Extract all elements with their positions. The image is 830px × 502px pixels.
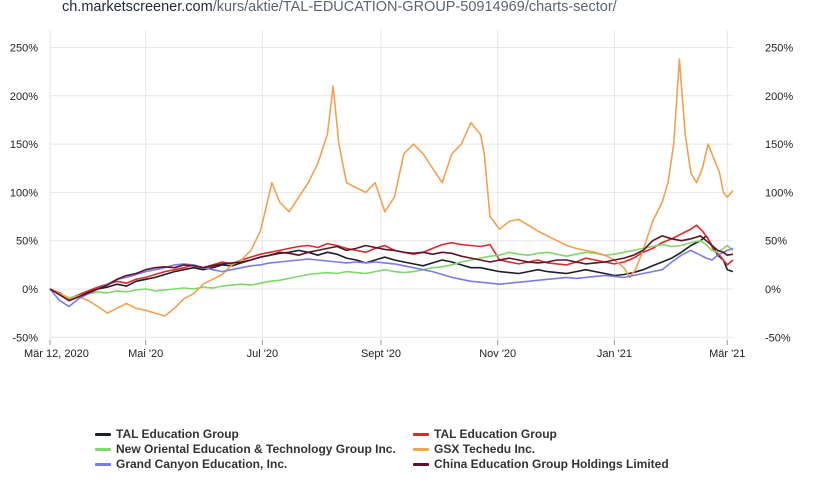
sector-comparison-chart: 250% 250% 200% 200% 150% 150% 100% 100% 50% 50% 0%… — [10, 30, 793, 361]
y-tick-left: 200% — [10, 91, 38, 103]
x-tick-label: Jul '20 — [247, 348, 278, 360]
legend-swatch — [413, 447, 429, 451]
y-tick-right: 100% — [765, 187, 793, 199]
x-tick-label: Mär 12, 2020 — [24, 348, 89, 360]
legend-label: China Education Group Holdings Limited — [434, 457, 669, 471]
legend-label: TAL Education Group — [434, 427, 557, 441]
series-line — [49, 224, 734, 300]
y-tick-left: 50% — [16, 236, 38, 248]
y-tick-right: 150% — [765, 139, 793, 151]
legend-label: GSX Techedu Inc. — [434, 442, 536, 456]
legend-item[interactable]: TAL Education Group — [95, 427, 239, 441]
y-tick-left: 100% — [10, 187, 38, 199]
legend-item[interactable]: China Education Group Holdings Limited — [413, 457, 669, 471]
x-tick-label: Mär '21 — [709, 348, 745, 360]
legend-swatch — [413, 462, 429, 466]
y-tick-right: 200% — [765, 91, 793, 103]
series-line — [49, 58, 734, 317]
x-tick-label: Nov '20 — [479, 348, 516, 360]
x-tick-label: Mai '20 — [128, 348, 163, 360]
legend-label: New Oriental Education & Technology Grou… — [116, 442, 396, 456]
legend-swatch — [413, 432, 429, 436]
legend-swatch — [95, 432, 111, 436]
legend-swatch — [95, 447, 111, 451]
y-tick-right: -50% — [765, 332, 791, 344]
legend-swatch — [95, 462, 111, 466]
legend-label: TAL Education Group — [116, 427, 239, 441]
legend-item[interactable]: TAL Education Group — [413, 427, 557, 441]
url-path: /kurs/aktie/TAL-EDUCATION-GROUP-50914969… — [212, 0, 617, 15]
legend-item[interactable]: New Oriental Education & Technology Grou… — [95, 442, 396, 456]
series-line — [49, 235, 734, 302]
url-domain: ch.marketscreener.com — [62, 0, 213, 15]
legend-label: Grand Canyon Education, Inc. — [116, 457, 288, 471]
chart-series-lines — [49, 58, 734, 317]
x-tick-label: Sept '20 — [361, 348, 401, 360]
y-tick-right: 250% — [765, 43, 793, 55]
y-tick-left: 150% — [10, 139, 38, 151]
legend-item[interactable]: GSX Techedu Inc. — [413, 442, 535, 456]
series-line — [49, 239, 734, 299]
y-tick-left: -50% — [12, 332, 38, 344]
chart-axis-ticks: 250% 250% 200% 200% 150% 150% 100% 100% 50% 50% 0%… — [10, 43, 793, 361]
y-tick-left: 0% — [22, 284, 38, 296]
series-line — [49, 235, 734, 302]
x-tick-label: Jan '21 — [597, 348, 632, 360]
source-url[interactable]: ch.marketscreener.com/kurs/aktie/TAL-EDU… — [62, 0, 617, 15]
chart-grid — [49, 30, 733, 340]
y-tick-left: 250% — [10, 43, 38, 55]
y-tick-right: 50% — [765, 236, 787, 248]
y-tick-right: 0% — [765, 284, 781, 296]
legend-item[interactable]: Grand Canyon Education, Inc. — [95, 457, 287, 471]
